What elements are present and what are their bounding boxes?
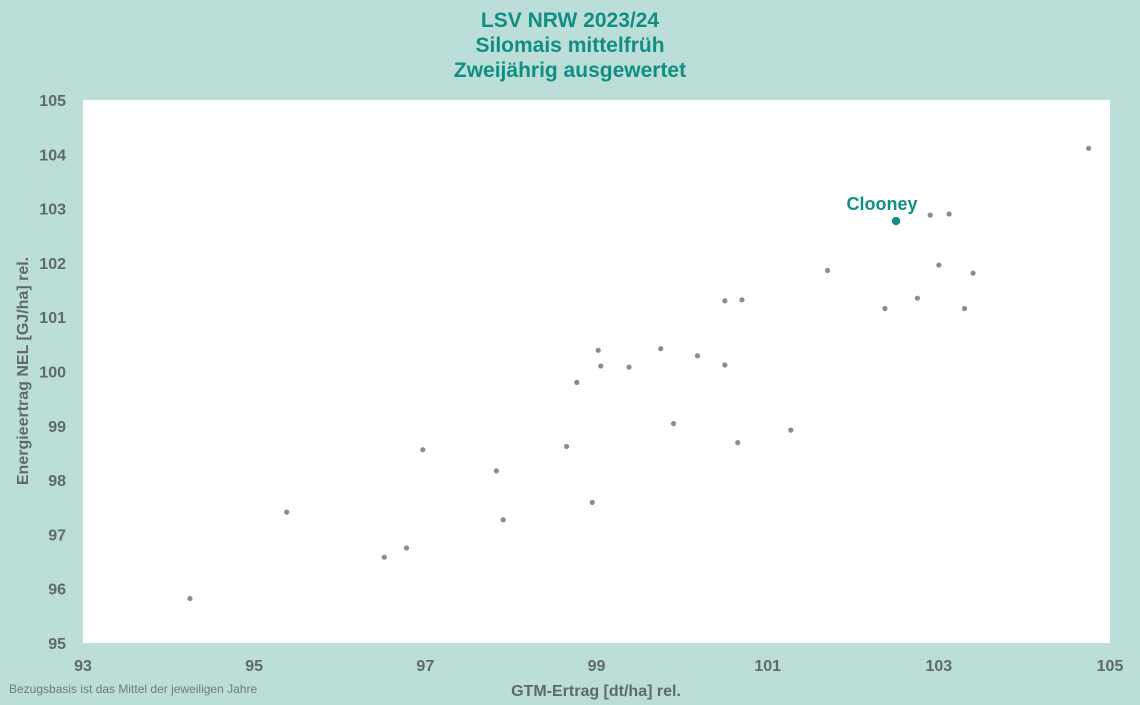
x-tick-label: 105 <box>1097 658 1124 675</box>
data-point <box>598 363 604 369</box>
y-tick-label: 101 <box>39 310 66 327</box>
highlight-point <box>891 216 901 226</box>
y-tick-label: 105 <box>39 93 66 110</box>
highlight-label: Clooney <box>847 194 918 214</box>
data-point <box>722 362 728 368</box>
footnote: Bezugsbasis ist das Mittel der jeweilige… <box>9 682 258 696</box>
data-point <box>788 427 794 433</box>
y-tick-label: 103 <box>39 202 66 219</box>
data-point <box>824 267 831 274</box>
data-point <box>739 297 745 303</box>
data-point <box>626 364 632 370</box>
y-tick-label: 96 <box>48 582 66 599</box>
data-point <box>936 262 942 268</box>
data-point <box>381 554 387 560</box>
chart-title-line-3: Zweijährig ausgewertet <box>453 59 687 82</box>
y-tick-label: 95 <box>48 636 66 653</box>
data-point <box>574 379 580 385</box>
data-point <box>735 440 741 446</box>
data-point <box>284 509 290 515</box>
y-tick-label: 98 <box>48 473 66 490</box>
data-points: Clooney <box>187 145 1092 602</box>
chart-title: LSV NRW 2023/24 Silomais mittelfrüh Zwei… <box>0 8 1140 83</box>
data-point <box>493 468 499 474</box>
data-point <box>500 517 506 523</box>
data-point <box>403 545 410 551</box>
plot-area <box>83 100 1110 643</box>
y-axis-ticks: 95 96 97 98 99 100 101 102 103 104 105 <box>39 93 66 653</box>
chart-title-line-2: Silomais mittelfrüh <box>475 34 665 57</box>
data-point <box>694 353 701 359</box>
data-point <box>670 421 677 427</box>
data-point <box>914 295 921 301</box>
y-tick-label: 100 <box>39 365 66 382</box>
data-point <box>658 346 664 352</box>
x-tick-label: 101 <box>754 658 781 675</box>
x-axis-ticks: 93 95 97 99 101 103 105 <box>74 658 1123 675</box>
x-tick-label: 93 <box>74 658 92 675</box>
x-tick-label: 103 <box>925 658 952 675</box>
data-point <box>563 443 570 450</box>
y-tick-label: 97 <box>48 527 66 544</box>
data-point <box>595 347 601 353</box>
y-tick-label: 104 <box>39 147 66 164</box>
x-axis-label: GTM-Ertrag [dt/ha] rel. <box>511 683 681 700</box>
x-tick-label: 95 <box>245 658 263 675</box>
y-tick-label: 99 <box>48 419 66 436</box>
y-axis-label: Energieertrag NEL [GJ/ha] rel. <box>15 257 32 485</box>
chart-title-line-1: LSV NRW 2023/24 <box>480 9 660 32</box>
data-point <box>882 305 888 312</box>
data-point <box>589 499 595 505</box>
data-point <box>927 212 933 218</box>
x-tick-label: 97 <box>416 658 434 675</box>
data-point <box>970 270 976 276</box>
data-point <box>420 447 426 453</box>
data-point <box>961 305 968 312</box>
x-tick-label: 99 <box>588 658 606 675</box>
y-tick-label: 102 <box>39 256 66 273</box>
data-point <box>187 595 193 602</box>
data-point <box>946 211 952 217</box>
data-point <box>1086 145 1092 151</box>
data-point <box>722 298 728 304</box>
